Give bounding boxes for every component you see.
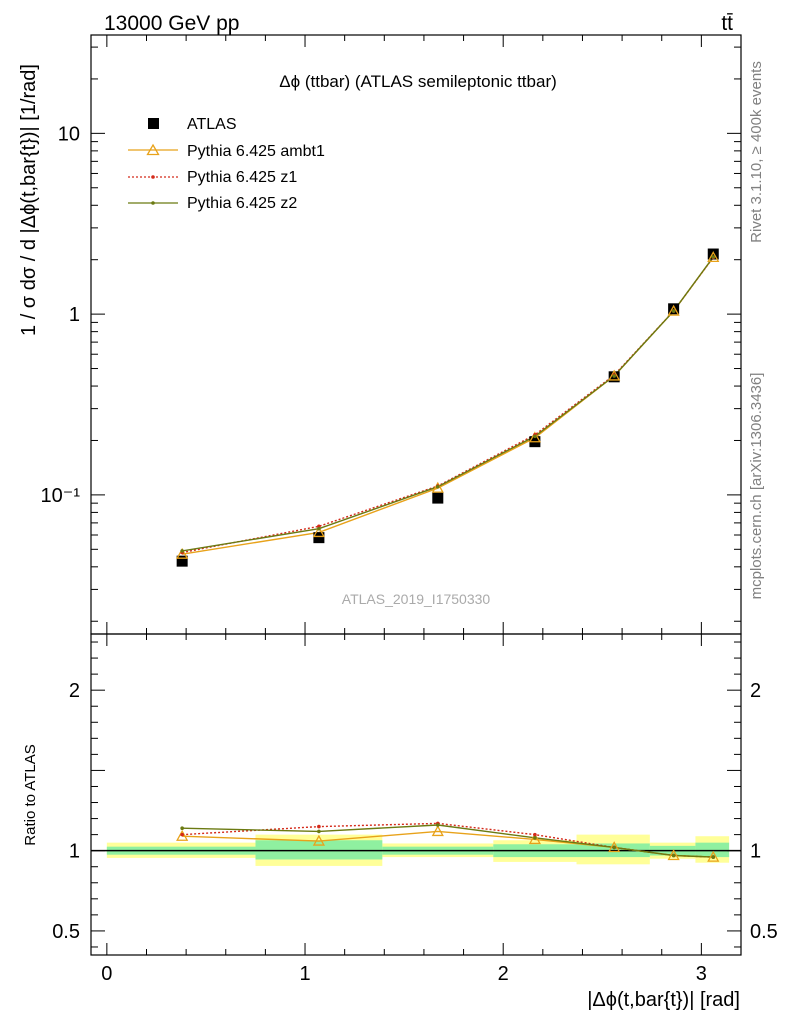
ratio-point-pythia-6-425-ambt1-6 <box>707 850 720 862</box>
ratio-point-pythia-6-425-ambt1-5 <box>667 849 680 861</box>
ratio-point-pythia-6-425-z2-0 <box>180 826 184 831</box>
legend-marker-z2 <box>151 201 155 205</box>
r-tick-label-r-1: 1 <box>750 841 761 863</box>
ratio-point-pythia-6-425-z1-0 <box>180 832 184 837</box>
series-markers <box>176 248 720 862</box>
legend-marker-z1 <box>151 175 155 179</box>
main-point-pythia-6-425-ambt1-2 <box>431 481 444 493</box>
legend: ATLAS Pythia 6.425 ambt1 Pythia 6.425 z1… <box>128 116 325 212</box>
band-green-1 <box>255 840 383 860</box>
main-line-pythia-6-425-z1 <box>182 256 714 554</box>
axes: 0 1 2 3 10⁻¹ 1 10 0.5 0.5 1 1 2 2 <box>41 34 778 985</box>
main-point-pythia-6-425-ambt1-4 <box>608 369 621 381</box>
process-label: tt̄ <box>721 12 733 35</box>
ratio-point-pythia-6-425-z2-6 <box>711 855 716 859</box>
ratio-point-pythia-6-425-z2-5 <box>671 853 676 858</box>
main-point-atlas-6 <box>707 248 719 260</box>
main-point-atlas-2 <box>432 492 444 504</box>
x-tick-label-2: 2 <box>498 963 509 985</box>
mcplots-label: mcplots.cern.ch [arXiv:1306.3436] <box>748 373 765 600</box>
r-tick-label-l-2: 2 <box>69 680 80 702</box>
ratio-y-axis-title: Ratio to ATLAS <box>22 744 39 845</box>
r-tick-label-r-0.5: 0.5 <box>750 921 778 943</box>
legend-label-z1: Pythia 6.425 z1 <box>187 169 297 186</box>
main-point-atlas-1 <box>313 532 325 544</box>
main-point-pythia-6-425-z2-6 <box>711 255 716 259</box>
main-point-pythia-6-425-z2-0 <box>180 549 184 553</box>
ratio-point-pythia-6-425-ambt1-2 <box>431 825 444 837</box>
y-axis-title: 1 / σ dσ / d |Δϕ(t,bar{t})| [1/rad] <box>18 64 40 336</box>
y-tick-label-1: 1 <box>69 304 80 326</box>
ratio-point-pythia-6-425-ambt1-0 <box>176 829 189 841</box>
main-point-atlas-0 <box>176 555 188 567</box>
ratio-point-pythia-6-425-z1-1 <box>317 824 321 829</box>
series-lines <box>182 256 714 858</box>
r-tick-label-l-0.5: 0.5 <box>52 921 80 943</box>
legend-label-z2: Pythia 6.425 z2 <box>187 195 297 212</box>
main-point-pythia-6-425-z2-5 <box>671 309 676 313</box>
main-point-atlas-5 <box>668 303 680 315</box>
legend-label-ambt1: Pythia 6.425 ambt1 <box>187 143 325 160</box>
main-point-pythia-6-425-z2-3 <box>533 434 537 439</box>
x-tick-label-1: 1 <box>299 963 310 985</box>
ratio-frame <box>90 633 742 956</box>
ratio-point-pythia-6-425-ambt1-3 <box>528 833 542 845</box>
ratio-point-pythia-6-425-ambt1-4 <box>608 841 621 853</box>
main-point-pythia-6-425-ambt1-5 <box>667 304 680 316</box>
x-tick-label-3: 3 <box>696 963 707 985</box>
band-green-6 <box>695 842 730 858</box>
y-tick-label-0.1: 10⁻¹ <box>41 485 81 507</box>
ratio-point-pythia-6-425-z1-3 <box>533 832 537 837</box>
main-line-pythia-6-425-z2 <box>182 256 714 552</box>
energy-label: 13000 GeV pp <box>104 12 239 35</box>
legend-entry-ambt1: Pythia 6.425 ambt1 <box>128 143 325 160</box>
ratio-point-pythia-6-425-ambt1-1 <box>312 834 326 846</box>
main-point-pythia-6-425-z2-4 <box>612 374 616 378</box>
uncertainty-bands <box>91 834 741 866</box>
rivet-label: Rivet 3.1.10, ≥ 400k events <box>748 61 765 243</box>
ratio-point-pythia-6-425-z2-1 <box>317 829 321 834</box>
legend-entry-z2: Pythia 6.425 z2 <box>128 195 297 212</box>
legend-marker-ambt1 <box>146 143 160 156</box>
main-point-pythia-6-425-ambt1-6 <box>707 251 720 263</box>
legend-entry-atlas: ATLAS <box>148 116 237 133</box>
legend-marker-atlas <box>148 118 159 129</box>
main-point-pythia-6-425-ambt1-3 <box>528 431 542 443</box>
ratio-point-pythia-6-425-z2-3 <box>533 836 537 840</box>
ratio-point-pythia-6-425-z2-4 <box>612 845 616 850</box>
x-axis-title: |Δϕ(t,bar{t})| [rad] <box>587 989 740 1011</box>
legend-label-atlas: ATLAS <box>187 116 237 133</box>
y-tick-label-10: 10 <box>58 123 80 145</box>
main-point-pythia-6-425-z2-2 <box>435 484 440 489</box>
main-point-pythia-6-425-ambt1-1 <box>312 526 326 538</box>
analysis-watermark: ATLAS_2019_I1750330 <box>342 591 491 607</box>
main-point-pythia-6-425-z2-1 <box>317 526 321 531</box>
r-tick-label-l-1: 1 <box>69 841 80 863</box>
main-line-pythia-6-425-ambt1 <box>182 256 714 555</box>
chart-title: Δϕ (ttbar) (ATLAS semileptonic ttbar) <box>279 72 557 91</box>
legend-entry-z1: Pythia 6.425 z1 <box>128 169 297 186</box>
main-point-pythia-6-425-ambt1-0 <box>176 547 189 559</box>
ratio-point-pythia-6-425-z2-2 <box>435 823 440 827</box>
x-tick-label-0: 0 <box>101 963 112 985</box>
r-tick-label-r-2: 2 <box>750 680 761 702</box>
